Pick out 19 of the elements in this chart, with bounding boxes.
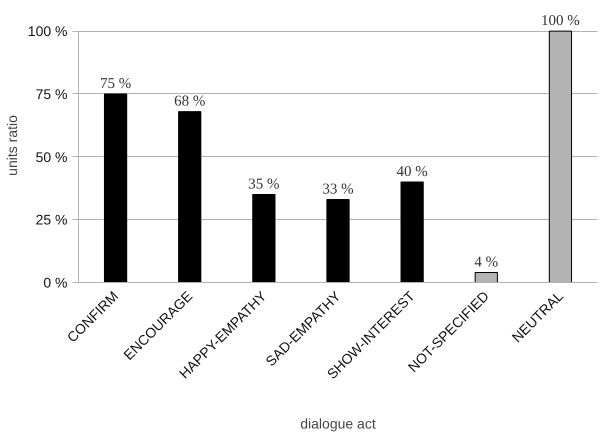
data-label: 100 % <box>541 13 580 30</box>
bar <box>326 199 350 282</box>
data-label: 75 % <box>100 76 132 92</box>
data-label: 4 % <box>474 254 498 270</box>
y-tick-label: 50 % <box>36 148 68 165</box>
bar <box>400 181 424 282</box>
y-axis-title: units ratio <box>4 114 20 176</box>
y-tick-label: 0 % <box>43 274 68 290</box>
bar <box>178 111 202 282</box>
y-tick-label: 100 % <box>28 23 68 40</box>
bar <box>104 93 128 282</box>
data-label: 33 % <box>322 182 354 198</box>
x-axis-title: dialogue act <box>300 416 376 432</box>
y-tick-label: 75 % <box>36 86 68 102</box>
y-tick-label: 25 % <box>36 212 68 228</box>
bar <box>252 194 276 282</box>
data-label: 40 % <box>396 164 428 180</box>
data-label: 68 % <box>174 94 206 110</box>
data-label: 35 % <box>248 176 280 193</box>
